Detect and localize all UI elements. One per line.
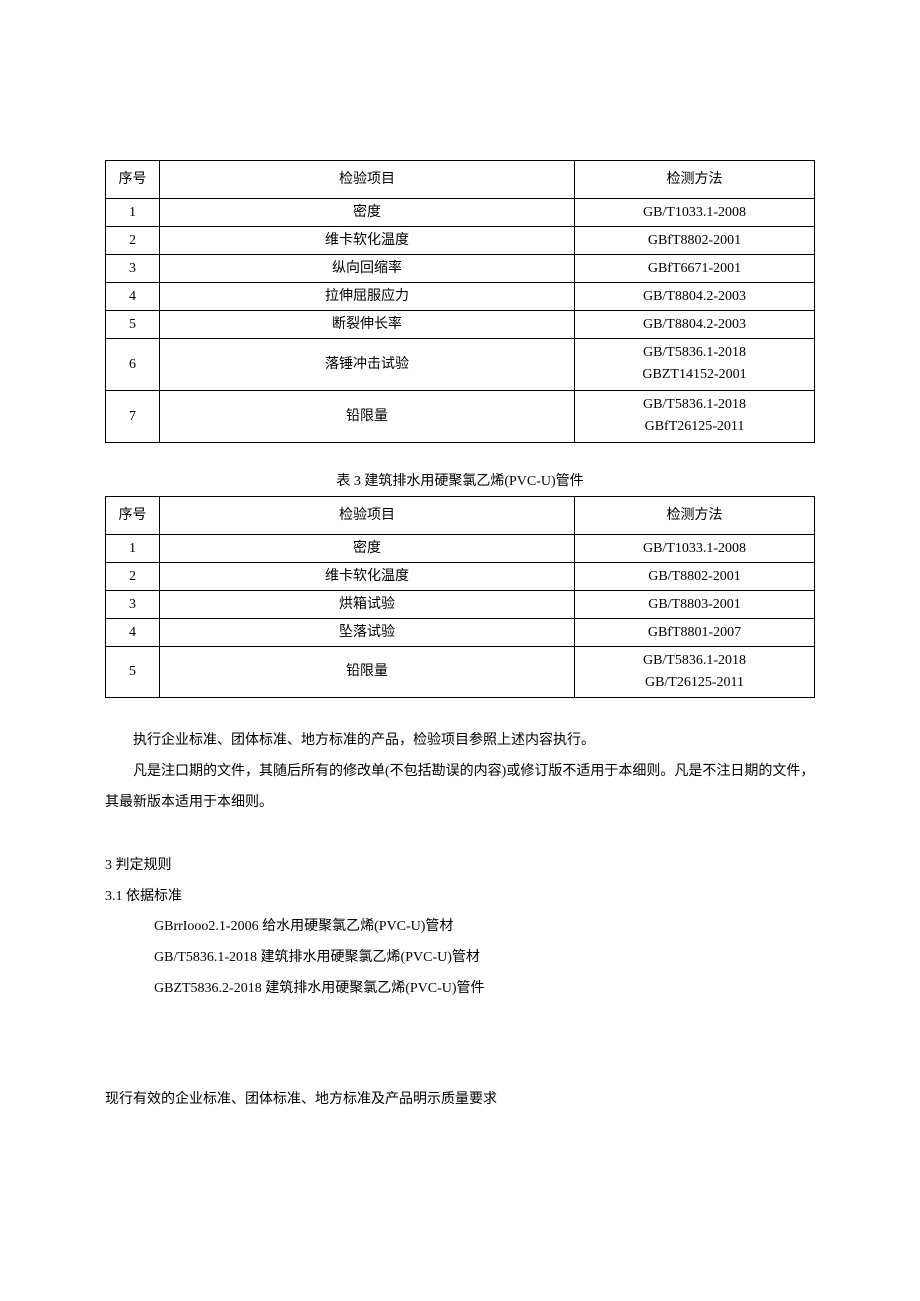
table-header-row: 序号 检验项目 检测方法 xyxy=(106,496,815,534)
cell-method-multi: GB/T5836.1-2018 GB/T26125-2011 xyxy=(575,646,815,698)
method-line: GB/T5836.1-2018 xyxy=(579,342,810,364)
cell-method: GBfT8802-2001 xyxy=(575,227,815,255)
cell-method-multi: GB/T5836.1-2018 GBfT26125-2011 xyxy=(575,390,815,442)
table-row: 7 铅限量 GB/T5836.1-2018 GBfT26125-2011 xyxy=(106,390,815,442)
method-line: GB/T5836.1-2018 xyxy=(579,650,810,672)
cell-item: 烘箱试验 xyxy=(160,590,575,618)
method-line: GB/T5836.1-2018 xyxy=(579,394,810,416)
table-row: 5 断裂伸长率 GB/T8804.2-2003 xyxy=(106,311,815,339)
cell-method: GB/T8804.2-2003 xyxy=(575,283,815,311)
cell-item: 维卡软化温度 xyxy=(160,227,575,255)
header-index: 序号 xyxy=(106,161,160,199)
cell-index: 5 xyxy=(106,646,160,698)
cell-index: 2 xyxy=(106,227,160,255)
reference-line: GBrrIooo2.1-2006 给水用硬聚氯乙烯(PVC-U)管材 xyxy=(105,912,815,943)
cell-item: 落锤冲击试验 xyxy=(160,339,575,391)
cell-item: 坠落试验 xyxy=(160,618,575,646)
cell-method: GB/T8803-2001 xyxy=(575,590,815,618)
cell-method: GB/T8802-2001 xyxy=(575,562,815,590)
table-row: 1 密度 GB/T1033.1-2008 xyxy=(106,534,815,562)
cell-index: 1 xyxy=(106,534,160,562)
section-3-1-heading: 3.1 依据标准 xyxy=(105,882,815,913)
header-index: 序号 xyxy=(106,496,160,534)
header-item: 检验项目 xyxy=(160,496,575,534)
cell-item: 拉伸屈服应力 xyxy=(160,283,575,311)
cell-item: 铅限量 xyxy=(160,646,575,698)
cell-index: 5 xyxy=(106,311,160,339)
table-3: 序号 检验项目 检测方法 1 密度 GB/T1033.1-2008 2 维卡软化… xyxy=(105,496,815,699)
table-row: 4 坠落试验 GBfT8801-2007 xyxy=(106,618,815,646)
table-row: 3 烘箱试验 GB/T8803-2001 xyxy=(106,590,815,618)
cell-index: 4 xyxy=(106,283,160,311)
reference-line: GBZT5836.2-2018 建筑排水用硬聚氯乙烯(PVC-U)管件 xyxy=(105,974,815,1005)
cell-index: 3 xyxy=(106,255,160,283)
cell-index: 4 xyxy=(106,618,160,646)
section-3-heading: 3 判定规则 xyxy=(105,851,815,882)
bottom-note: 现行有效的企业标准、团体标准、地方标准及产品明示质量要求 xyxy=(105,1085,815,1116)
header-method: 检测方法 xyxy=(575,161,815,199)
cell-item: 铅限量 xyxy=(160,390,575,442)
reference-line: GB/T5836.1-2018 建筑排水用硬聚氯乙烯(PVC-U)管材 xyxy=(105,943,815,974)
cell-item: 纵向回缩率 xyxy=(160,255,575,283)
cell-method: GB/T8804.2-2003 xyxy=(575,311,815,339)
header-item: 检验项目 xyxy=(160,161,575,199)
table-row: 6 落锤冲击试验 GB/T5836.1-2018 GBZT14152-2001 xyxy=(106,339,815,391)
cell-index: 3 xyxy=(106,590,160,618)
cell-item: 密度 xyxy=(160,199,575,227)
cell-item: 维卡软化温度 xyxy=(160,562,575,590)
cell-method: GBfT8801-2007 xyxy=(575,618,815,646)
cell-index: 6 xyxy=(106,339,160,391)
cell-index: 1 xyxy=(106,199,160,227)
method-line: GBfT26125-2011 xyxy=(579,416,810,438)
table-row: 2 维卡软化温度 GB/T8802-2001 xyxy=(106,562,815,590)
cell-method: GB/T1033.1-2008 xyxy=(575,199,815,227)
cell-method: GBfT6671-2001 xyxy=(575,255,815,283)
method-line: GBZT14152-2001 xyxy=(579,364,810,386)
table-row: 1 密度 GB/T1033.1-2008 xyxy=(106,199,815,227)
cell-index: 7 xyxy=(106,390,160,442)
cell-method-multi: GB/T5836.1-2018 GBZT14152-2001 xyxy=(575,339,815,391)
cell-item: 断裂伸长率 xyxy=(160,311,575,339)
table-row: 5 铅限量 GB/T5836.1-2018 GB/T26125-2011 xyxy=(106,646,815,698)
header-method: 检测方法 xyxy=(575,496,815,534)
cell-item: 密度 xyxy=(160,534,575,562)
table-3-caption: 表 3 建筑排水用硬聚氯乙烯(PVC-U)管件 xyxy=(105,471,815,492)
table-row: 4 拉伸屈服应力 GB/T8804.2-2003 xyxy=(106,283,815,311)
paragraph-1: 执行企业标准、团体标准、地方标准的产品，检验项目参照上述内容执行。 xyxy=(105,726,815,757)
method-line: GB/T26125-2011 xyxy=(579,672,810,694)
table-2: 序号 检验项目 检测方法 1 密度 GB/T1033.1-2008 2 维卡软化… xyxy=(105,160,815,443)
table-row: 3 纵向回缩率 GBfT6671-2001 xyxy=(106,255,815,283)
table-row: 2 维卡软化温度 GBfT8802-2001 xyxy=(106,227,815,255)
cell-index: 2 xyxy=(106,562,160,590)
table-header-row: 序号 检验项目 检测方法 xyxy=(106,161,815,199)
cell-method: GB/T1033.1-2008 xyxy=(575,534,815,562)
paragraph-2: 凡是注口期的文件，其随后所有的修改单(不包括勘误的内容)或修订版不适用于本细则。… xyxy=(105,757,815,819)
